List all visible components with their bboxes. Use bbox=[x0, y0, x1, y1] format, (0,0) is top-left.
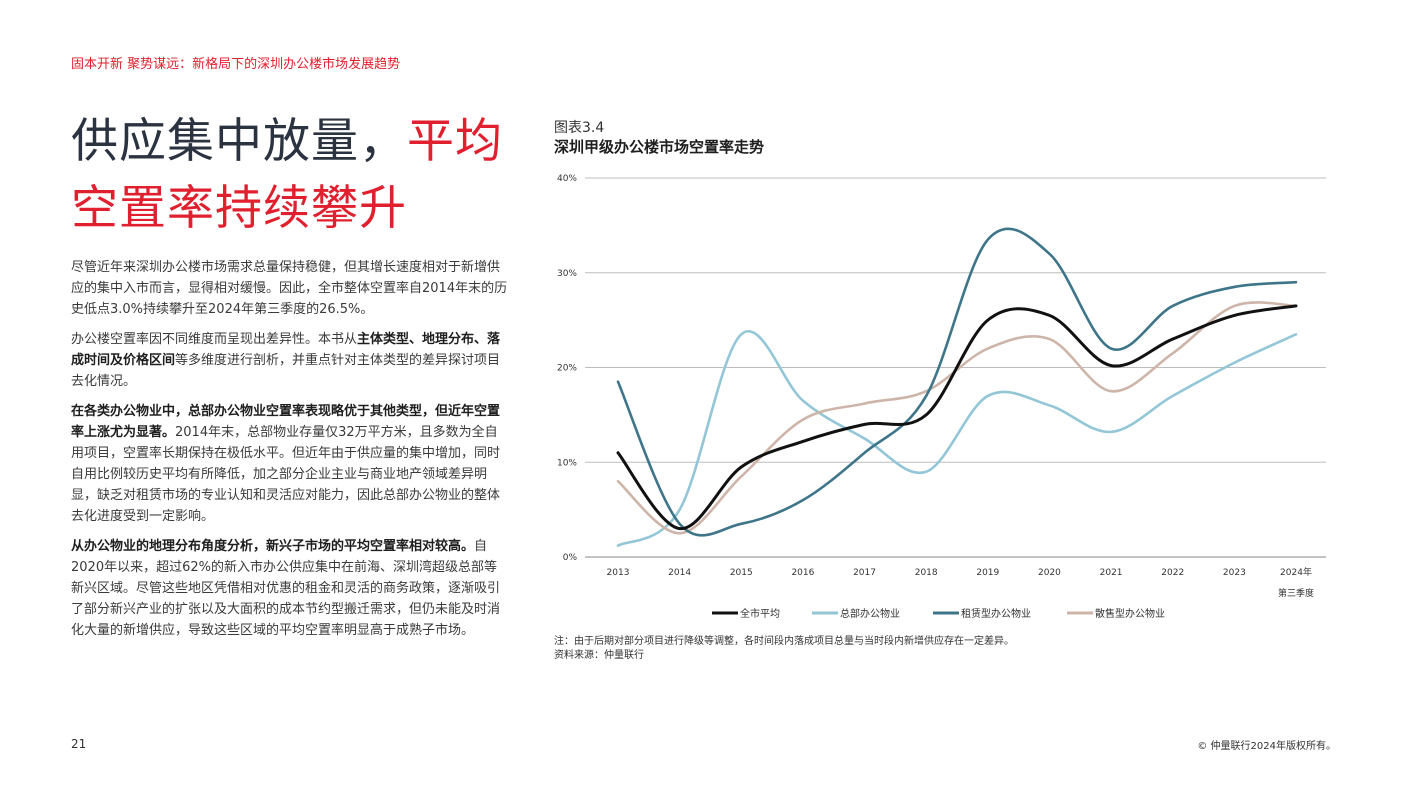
x-tick-label: 2015 bbox=[730, 568, 753, 578]
legend-label: 全市平均 bbox=[740, 607, 780, 620]
x-tick-label: 2021 bbox=[1100, 568, 1123, 578]
series-line-2 bbox=[616, 227, 1298, 537]
paragraph-4-bold: 从办公物业的地理分布角度分析，新兴子市场的平均空置率相对较高。 bbox=[71, 539, 475, 554]
x-tick-label: 2024年 bbox=[1280, 566, 1312, 578]
paragraph-3-bold: 在各类办公物业中，总部办公物业空置率表现略优于其他类型，但近年空置率上涨尤为显著… bbox=[71, 404, 501, 440]
paragraph-4: 从办公物业的地理分布角度分析，新兴子市场的平均空置率相对较高。自2020年以来，… bbox=[71, 536, 509, 641]
paragraph-2-text-c: 等多维度进行剖析，并重点针对主体类型的差异探讨项目去化情况。 bbox=[71, 353, 501, 389]
x-tick-label: 2017 bbox=[853, 568, 876, 578]
x-tick-label: 2018 bbox=[915, 568, 938, 578]
headline-part1: 供应集中放量， bbox=[71, 114, 407, 169]
body-text: 尽管近年来深圳办公楼市场需求总量保持稳健，但其增长速度相对于新增供应的集中入市而… bbox=[71, 257, 509, 650]
y-tick-label: 40% bbox=[557, 174, 577, 184]
x-tick-label: 2020 bbox=[1038, 568, 1061, 578]
paragraph-3-text: 2014年末，总部物业存量仅32万平方米，且多数为全自用项目，空置率长期保持在极… bbox=[71, 425, 501, 524]
paragraph-4-text: 自2020年以来，超过62%的新入市办公供应集中在前海、深圳湾超级总部等新兴区域… bbox=[71, 539, 501, 638]
x-tick-label: 2022 bbox=[1161, 568, 1184, 578]
x-tick-label-line2: 第三季度 bbox=[1278, 587, 1314, 599]
copyright: © 仲量联行2024年版权所有。 bbox=[1197, 741, 1336, 752]
x-tick-label: 2013 bbox=[607, 568, 630, 578]
chart-note: 注：由于后期对部分项目进行降级等调整，各时间段内落成项目总量与当时段内新增供应存… bbox=[554, 636, 1014, 647]
legend-label: 租赁型办公物业 bbox=[961, 607, 1031, 620]
series-line-0 bbox=[616, 304, 1298, 531]
y-tick-label: 30% bbox=[557, 269, 577, 279]
y-tick-label: 0% bbox=[563, 553, 578, 563]
paragraph-2-bold: 主体类型、地理分布、落成时间及价格区间 bbox=[71, 332, 501, 368]
paragraph-3: 在各类办公物业中，总部办公物业空置率表现略优于其他类型，但近年空置率上涨尤为显著… bbox=[71, 401, 509, 527]
legend-label: 散售型办公物业 bbox=[1095, 607, 1165, 620]
report-header: 固本开新 聚势谋远：新格局下的深圳办公楼市场发展趋势 bbox=[71, 57, 401, 72]
paragraph-2: 办公楼空置率因不同维度而呈现出差异性。本书从主体类型、地理分布、落成时间及价格区… bbox=[71, 329, 509, 392]
figure-label: 图表3.4 bbox=[554, 120, 605, 136]
x-tick-label: 2019 bbox=[976, 568, 999, 578]
x-tick-label: 2014 bbox=[668, 568, 691, 578]
paragraph-2-text-a: 办公楼空置率因不同维度而呈现出差异性。本书从 bbox=[71, 332, 358, 347]
series-line-3 bbox=[616, 301, 1298, 535]
y-tick-label: 10% bbox=[557, 458, 577, 468]
headline-part2: 平均 bbox=[407, 114, 503, 169]
y-tick-label: 20% bbox=[557, 364, 577, 374]
series-line-1 bbox=[616, 330, 1298, 547]
paragraph-1: 尽管近年来深圳办公楼市场需求总量保持稳健，但其增长速度相对于新增供应的集中入市而… bbox=[71, 260, 508, 317]
x-tick-label: 2023 bbox=[1223, 568, 1246, 578]
headline-line2: 空置率持续攀升 bbox=[71, 181, 407, 236]
vacancy-line-chart: 0% 10% 20% 30% 40% 2013 2014 2015 2016 2017 2018 20… bbox=[557, 174, 1326, 620]
chart-notes: 注：由于后期对部分项目进行降级等调整，各时间段内落成项目总量与当时段内新增供应存… bbox=[554, 635, 1014, 663]
figure-title: 深圳甲级办公楼市场空置率走势 bbox=[554, 138, 765, 156]
page-number: 21 bbox=[71, 737, 87, 751]
x-tick-label: 2016 bbox=[791, 568, 814, 578]
page-headline: 供应集中放量，平均 空置率持续攀升 bbox=[71, 108, 521, 242]
legend-label: 总部办公物业 bbox=[840, 607, 900, 620]
chart-source: 资料来源：仲量联行 bbox=[554, 650, 644, 661]
